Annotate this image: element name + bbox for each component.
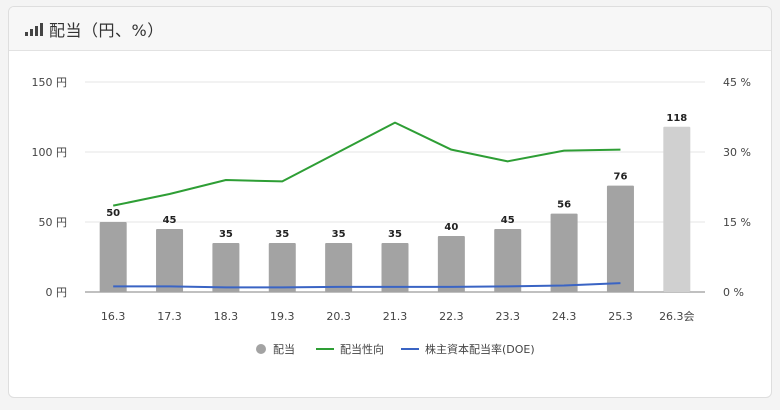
card-header: 配当（円、%） xyxy=(9,7,771,51)
legend-dividend-swatch xyxy=(256,344,266,354)
category-label: 22.3 xyxy=(439,310,464,323)
legend-dividend-label: 配当 xyxy=(273,342,295,356)
dividend-bar xyxy=(606,185,634,292)
bar-value-label: 76 xyxy=(613,172,627,183)
left-tick-label: 50 円 xyxy=(39,216,68,229)
dividend-bar xyxy=(494,229,522,292)
category-label: 26.3会 xyxy=(659,310,695,323)
dividend-bar xyxy=(663,126,691,292)
bar-value-label: 35 xyxy=(388,229,402,240)
category-label: 19.3 xyxy=(270,310,295,323)
card-title: 配当（円、%） xyxy=(49,20,164,40)
dividend-bar xyxy=(381,243,409,292)
left-tick-label: 150 円 xyxy=(32,76,68,89)
dividend-bar xyxy=(156,229,184,292)
doe-line xyxy=(113,282,621,289)
category-label: 23.3 xyxy=(495,310,520,323)
legend-doe-label: 株主資本配当率(DOE) xyxy=(425,342,535,356)
bar-value-label: 56 xyxy=(557,200,571,211)
category-label: 21.3 xyxy=(383,310,408,323)
right-tick-label: 30 % xyxy=(723,146,751,159)
bar-value-label: 35 xyxy=(219,229,233,240)
bar-value-label: 35 xyxy=(332,229,346,240)
category-label: 24.3 xyxy=(552,310,577,323)
bar-value-label: 35 xyxy=(275,229,289,240)
bar-value-label: 45 xyxy=(501,215,515,226)
dividend-bar xyxy=(268,243,296,292)
bar-chart-icon xyxy=(25,22,43,36)
dividend-bar xyxy=(550,213,578,292)
category-label: 25.3 xyxy=(608,310,633,323)
legend-payout-label: 配当性向 xyxy=(340,342,384,356)
category-label: 17.3 xyxy=(157,310,182,323)
dividend-bar xyxy=(325,243,353,292)
bar-value-label: 50 xyxy=(106,208,120,219)
bar-value-label: 40 xyxy=(444,222,458,233)
left-tick-label: 0 円 xyxy=(46,286,68,299)
category-label: 20.3 xyxy=(326,310,351,323)
dividend-bar xyxy=(99,222,127,292)
bar-value-label: 118 xyxy=(666,113,687,124)
right-tick-label: 45 % xyxy=(723,76,751,89)
category-label: 16.3 xyxy=(101,310,126,323)
dividend-bar xyxy=(212,243,240,292)
payout-ratio-line xyxy=(112,121,621,207)
left-tick-label: 100 円 xyxy=(32,146,68,159)
dividend-bar xyxy=(437,236,465,292)
category-label: 18.3 xyxy=(214,310,239,323)
right-tick-label: 15 % xyxy=(723,216,751,229)
right-tick-label: 0 % xyxy=(723,286,744,299)
bar-value-label: 45 xyxy=(163,215,177,226)
